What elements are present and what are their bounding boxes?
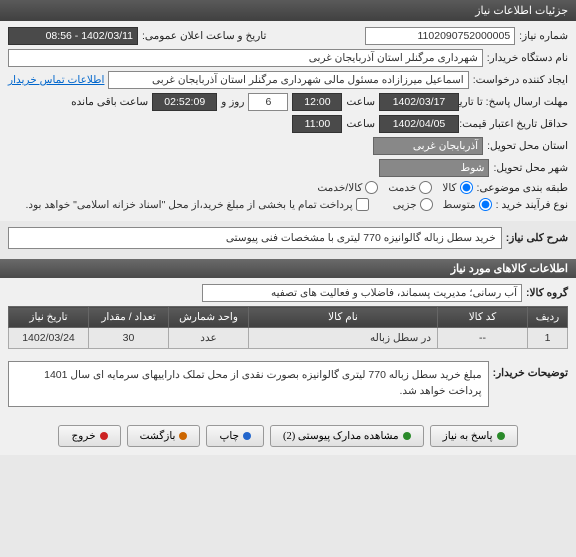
- purchase-type-label: نوع فرآیند خرید :: [496, 199, 568, 211]
- deadline-time: 12:00: [292, 93, 342, 111]
- th-unit: واحد شمارش: [169, 307, 249, 328]
- th-code: کد کالا: [438, 307, 528, 328]
- need-number-label: شماره نیاز:: [519, 30, 568, 42]
- category-service-input[interactable]: [419, 181, 432, 194]
- city-label: شهر محل تحویل:: [493, 162, 568, 174]
- pt-medium-input[interactable]: [479, 198, 492, 211]
- window-title-bar: جزئیات اطلاعات نیاز: [0, 0, 576, 21]
- summary-section: شرح کلی نیاز: خرید سطل زباله گالوانیزه 7…: [0, 221, 576, 259]
- pt-medium-label: متوسط: [443, 199, 476, 211]
- back-button[interactable]: بازگشت: [127, 425, 201, 447]
- attachments-icon: [403, 432, 411, 440]
- need-details-window: جزئیات اطلاعات نیاز شماره نیاز: 11020907…: [0, 0, 576, 455]
- respond-label: پاسخ به نیاز: [443, 430, 493, 442]
- category-goods-label: کالا: [442, 182, 456, 194]
- buyer-desc-label: توضیحات خریدار:: [493, 361, 568, 379]
- td-code: --: [438, 328, 528, 349]
- print-button[interactable]: چاپ: [206, 425, 264, 447]
- countdown: 02:52:09: [152, 93, 217, 111]
- purchase-type-group: متوسط جزیی: [393, 198, 492, 211]
- pt-small-radio[interactable]: جزیی: [393, 198, 433, 211]
- goods-section-title: اطلاعات کالاهای مورد نیاز: [0, 259, 576, 278]
- th-date: تاریخ نیاز: [9, 307, 89, 328]
- category-service-label: خدمت: [388, 182, 416, 194]
- category-both-label: کالا/خدمت: [317, 182, 362, 194]
- deadline-date: 1402/03/17: [379, 93, 459, 111]
- province-label: استان محل تحویل:: [487, 140, 568, 152]
- buyer-org-label: نام دستگاه خریدار:: [487, 52, 568, 64]
- requester-value: اسماعیل میرزازاده مسئول مالی شهرداری مرگ…: [108, 71, 468, 89]
- payment-checkbox-item[interactable]: پرداخت تمام یا بخشی از مبلغ خرید،از محل …: [26, 198, 369, 211]
- window-title: جزئیات اطلاعات نیاز: [475, 5, 568, 17]
- td-name: در سطل زباله: [249, 328, 438, 349]
- remaining-label: ساعت باقی مانده: [71, 96, 148, 108]
- goods-table: ردیف کد کالا نام کالا واحد شمارش تعداد /…: [8, 306, 568, 349]
- goods-group-value: آب رسانی؛ مدیریت پسماند، فاضلاب و فعالیت…: [202, 284, 522, 302]
- respond-button[interactable]: پاسخ به نیاز: [430, 425, 518, 447]
- buyer-org-value: شهرداری مرگنلر استان آذربایجان غربی: [8, 49, 483, 67]
- exit-label: خروج: [71, 430, 95, 442]
- back-label: بازگشت: [140, 430, 176, 442]
- exit-button[interactable]: خروج: [58, 425, 120, 447]
- days-count: 6: [248, 93, 288, 111]
- goods-section: گروه کالا: آب رسانی؛ مدیریت پسماند، فاضل…: [0, 278, 576, 355]
- pt-small-label: جزیی: [393, 199, 417, 211]
- province-value: آذربایجان غربی: [373, 137, 483, 155]
- category-both-input[interactable]: [365, 181, 378, 194]
- pt-medium-radio[interactable]: متوسط: [443, 198, 492, 211]
- goods-group-label: گروه کالا:: [526, 287, 568, 299]
- summary-text: خرید سطل زباله گالوانیزه 770 لیتری با مش…: [8, 227, 502, 249]
- print-icon: [243, 432, 251, 440]
- exit-icon: [100, 432, 108, 440]
- header-fields: شماره نیاز: 1102090752000005 تاریخ و ساع…: [0, 21, 576, 221]
- category-goods-input[interactable]: [460, 181, 473, 194]
- city-value: شوط: [379, 159, 489, 177]
- attachments-label: مشاهده مدارک پیوستی (2): [283, 430, 399, 442]
- respond-icon: [497, 432, 505, 440]
- category-both-radio[interactable]: کالا/خدمت: [317, 181, 378, 194]
- td-row: 1: [528, 328, 568, 349]
- payment-note: پرداخت تمام یا بخشی از مبلغ خرید،از محل …: [26, 199, 353, 211]
- td-qty: 30: [89, 328, 169, 349]
- payment-checkbox[interactable]: [356, 198, 369, 211]
- buyer-desc-section: توضیحات خریدار: مبلغ خرید سطل زباله 770 …: [0, 355, 576, 417]
- deadline-time-label: ساعت: [346, 96, 375, 108]
- announce-label: تاریخ و ساعت اعلان عمومی:: [142, 30, 266, 42]
- summary-label: شرح کلی نیاز:: [506, 232, 568, 244]
- th-row: ردیف: [528, 307, 568, 328]
- pt-small-input[interactable]: [420, 198, 433, 211]
- requester-label: ایجاد کننده درخواست:: [473, 74, 568, 86]
- back-icon: [179, 432, 187, 440]
- category-goods-radio[interactable]: کالا: [442, 181, 472, 194]
- validity-time-label: ساعت: [346, 118, 375, 130]
- category-service-radio[interactable]: خدمت: [388, 181, 432, 194]
- buyer-desc-text: مبلغ خرید سطل زباله 770 لیتری گالوانیزه …: [8, 361, 489, 407]
- td-date: 1402/03/24: [9, 328, 89, 349]
- days-and-label: روز و: [221, 96, 244, 108]
- deadline-label: مهلت ارسال پاسخ: تا تاریخ:: [463, 96, 568, 108]
- td-unit: عدد: [169, 328, 249, 349]
- contact-link[interactable]: اطلاعات تماس خریدار: [8, 74, 104, 86]
- print-label: چاپ: [219, 430, 239, 442]
- th-name: نام کالا: [249, 307, 438, 328]
- validity-date: 1402/04/05: [379, 115, 459, 133]
- announce-value: 1402/03/11 - 08:56: [8, 27, 138, 45]
- need-number-value: 1102090752000005: [365, 27, 515, 45]
- category-label: طبقه بندی موضوعی:: [477, 182, 568, 194]
- validity-label: حداقل تاریخ اعتبار قیمت: تا تاریخ:: [463, 118, 568, 130]
- button-bar: پاسخ به نیاز مشاهده مدارک پیوستی (2) چاپ…: [0, 417, 576, 455]
- table-row[interactable]: 1 -- در سطل زباله عدد 30 1402/03/24: [9, 328, 568, 349]
- table-header-row: ردیف کد کالا نام کالا واحد شمارش تعداد /…: [9, 307, 568, 328]
- category-radio-group: کالا خدمت کالا/خدمت: [317, 181, 472, 194]
- attachments-button[interactable]: مشاهده مدارک پیوستی (2): [270, 425, 424, 447]
- validity-time: 11:00: [292, 115, 342, 133]
- th-qty: تعداد / مقدار: [89, 307, 169, 328]
